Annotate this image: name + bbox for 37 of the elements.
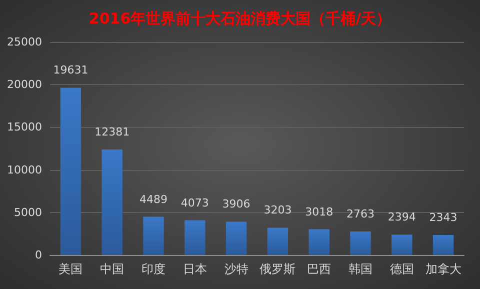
data-label: 3203	[264, 204, 292, 217]
bar	[267, 228, 288, 255]
x-tick-label: 巴西	[307, 262, 332, 276]
y-tick-label: 5000	[14, 206, 42, 219]
x-tick-label: 中国	[100, 262, 124, 276]
x-tick-label: 加拿大	[425, 262, 462, 276]
bar	[226, 222, 247, 255]
bar	[432, 235, 454, 255]
data-label: 4073	[180, 196, 209, 210]
bar	[60, 88, 82, 255]
data-label: 3906	[222, 198, 250, 211]
y-tick-label: 15000	[7, 120, 42, 134]
bar	[184, 220, 206, 255]
y-tick-label: 25000	[7, 36, 42, 48]
data-label: 2394	[388, 210, 416, 224]
bar	[102, 150, 122, 255]
data-label: 12381	[94, 126, 130, 139]
x-tick-label: 沙特	[224, 262, 248, 276]
y-tick-label: 0	[35, 248, 42, 262]
y-tick-label: 10000	[7, 163, 42, 176]
x-tick-label: 俄罗斯	[260, 262, 296, 276]
data-label: 19631	[53, 64, 88, 77]
data-label: 3018	[305, 205, 334, 218]
x-tick-label: 韩国	[348, 262, 372, 276]
y-tick-label: 20000	[7, 78, 42, 92]
bar	[392, 234, 412, 255]
bar	[350, 231, 371, 255]
data-label: 2763	[346, 207, 374, 220]
data-label: 4489	[140, 192, 168, 206]
data-label: 2343	[429, 211, 458, 224]
bar	[308, 229, 330, 255]
bar	[143, 216, 164, 255]
x-tick-label: 日本	[182, 262, 207, 276]
x-tick-label: 印度	[142, 262, 166, 276]
chart-title: 2016年世界前十大石油消费大国（千桶/天）	[88, 10, 392, 28]
x-tick-label: 美国	[58, 262, 83, 276]
x-tick-label: 德国	[390, 262, 414, 276]
